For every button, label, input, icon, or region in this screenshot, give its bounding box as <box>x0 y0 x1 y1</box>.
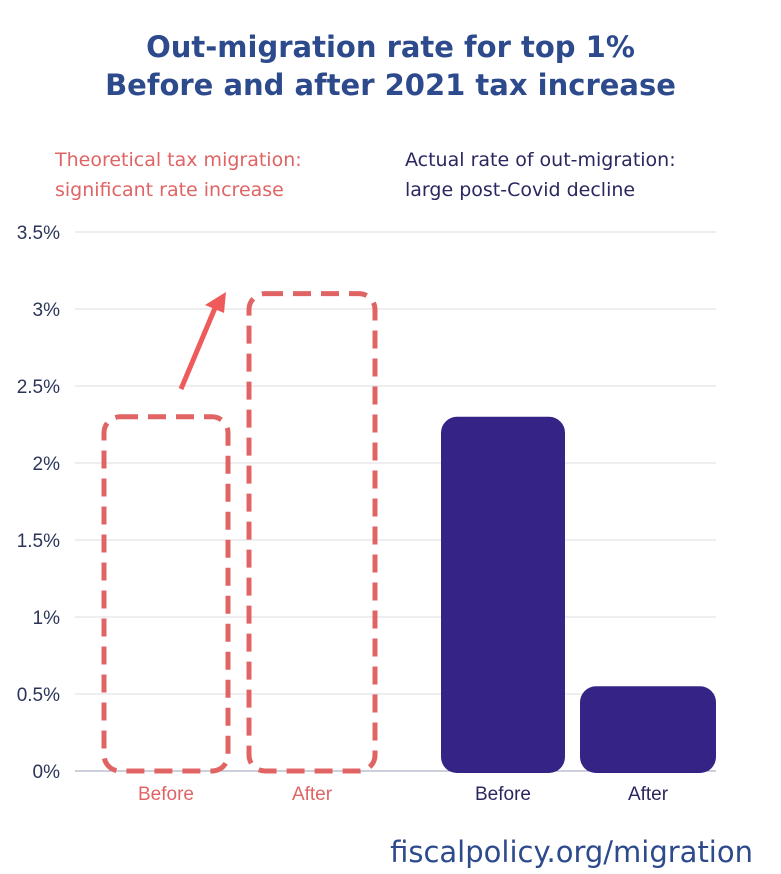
x-tick-label: Before <box>138 784 194 805</box>
y-tick-label: 3.5% <box>17 223 60 244</box>
source-url: fiscalpolicy.org/migration <box>390 835 753 869</box>
x-tick-label: After <box>292 784 333 805</box>
theoretical-annotation: Theoretical tax migration: significant r… <box>55 145 302 205</box>
actual-line-1: Actual rate of out-migration: <box>405 149 676 171</box>
y-tick-label: 2% <box>33 454 61 475</box>
arrow-shaft <box>178 307 218 390</box>
arrow-head-icon <box>205 292 226 313</box>
theoretical-line-1: Theoretical tax migration: <box>55 149 302 171</box>
theoretical-line-2: significant rate increase <box>55 179 284 201</box>
theoretical-bar <box>101 414 231 774</box>
y-tick-label: 2.5% <box>17 377 60 398</box>
actual-line-2: large post-Covid decline <box>405 179 636 201</box>
title-line-2: Before and after 2021 tax increase <box>105 68 676 102</box>
y-tick-label: 1% <box>33 608 61 629</box>
actual-bar <box>441 416 565 773</box>
theoretical-bar <box>246 291 378 774</box>
y-tick-label: 1.5% <box>17 531 60 552</box>
y-tick-label: 0.5% <box>17 685 60 706</box>
chart-title: Out-migration rate for top 1% Before and… <box>0 28 781 104</box>
actual-annotation: Actual rate of out-migration: large post… <box>405 145 676 205</box>
y-tick-label: 3% <box>33 300 61 321</box>
y-tick-label: 0% <box>33 762 61 783</box>
x-tick-label: Before <box>475 784 531 805</box>
title-line-1: Out-migration rate for top 1% <box>146 30 635 64</box>
actual-bar <box>580 686 716 773</box>
x-tick-label: After <box>628 784 669 805</box>
